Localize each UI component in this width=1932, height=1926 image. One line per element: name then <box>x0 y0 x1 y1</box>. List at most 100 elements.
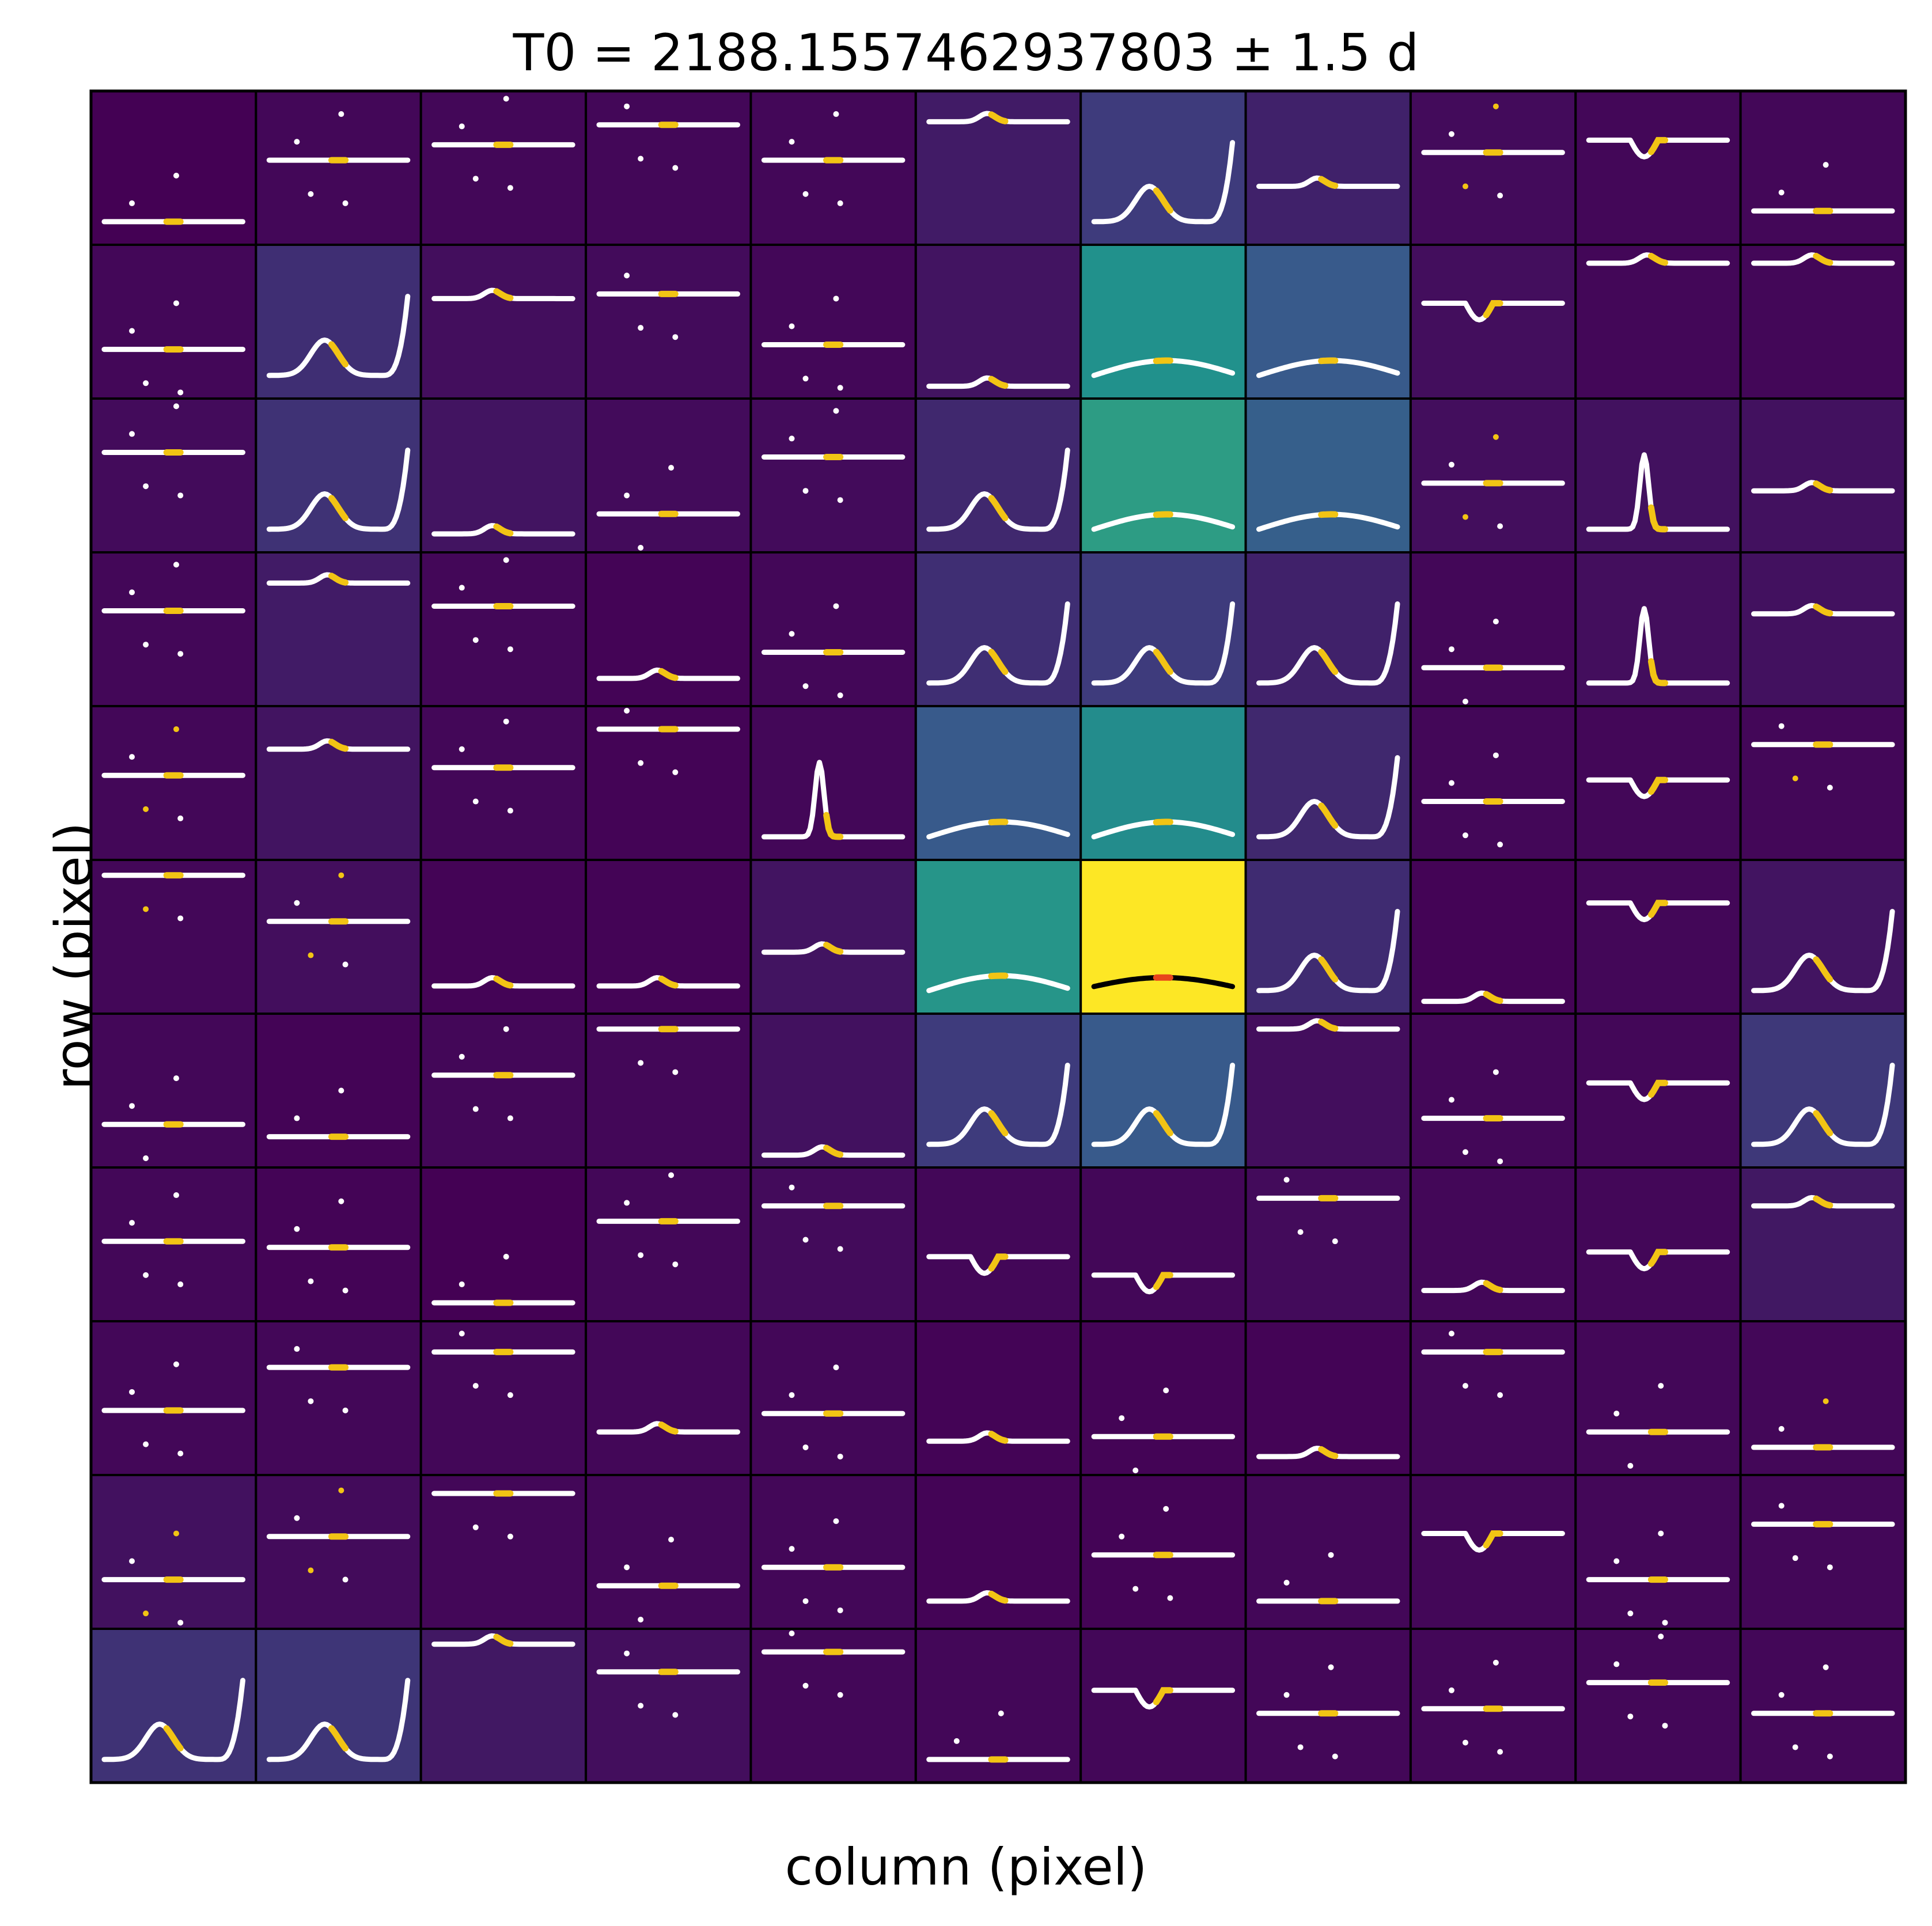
outlier-point <box>294 900 300 906</box>
outlier-point <box>177 816 183 821</box>
pixel-cell-background <box>1741 706 1906 860</box>
pixel-cell-r8-c4 <box>751 1321 915 1475</box>
outlier-point <box>1497 193 1503 199</box>
outlier-point <box>624 708 630 714</box>
pixel-cell-background <box>1081 245 1245 399</box>
outlier-point <box>1779 1426 1785 1432</box>
outlier-point <box>638 156 643 161</box>
outlier-point <box>1332 1754 1338 1760</box>
outlier-point <box>624 1651 630 1656</box>
pixel-cell-background <box>1741 552 1906 706</box>
pixel-cell-background <box>1411 552 1575 706</box>
pixel-cell-r0-c10 <box>1741 91 1906 245</box>
outlier-point <box>1627 1713 1633 1719</box>
outlier-point <box>173 173 179 179</box>
outlier-point <box>803 1683 809 1689</box>
pixel-cell-background <box>1741 1629 1906 1783</box>
outlier-point <box>1449 1688 1454 1693</box>
outlier-point <box>338 1488 344 1493</box>
outlier-point <box>1463 1740 1468 1746</box>
pixel-cell-background <box>916 860 1081 1014</box>
outlier-point <box>173 562 179 567</box>
pixel-cell-background <box>1411 399 1575 552</box>
pixel-cell-background <box>586 1475 751 1629</box>
outlier-point <box>177 651 183 657</box>
outlier-point <box>338 1088 344 1094</box>
pixel-cell-r9-c8 <box>1411 1475 1575 1629</box>
pixel-cell-background <box>1741 1321 1906 1475</box>
outlier-point <box>129 200 135 206</box>
outlier-point <box>1449 1330 1454 1336</box>
pixel-cell-r8-c6 <box>1081 1321 1245 1475</box>
pixel-cell-r10-c6 <box>1081 1629 1245 1783</box>
outlier-point <box>1658 1383 1664 1389</box>
pixel-cell-background <box>91 552 256 706</box>
pixel-cell-background <box>91 245 256 399</box>
pixel-cell-r4-c6 <box>1081 706 1245 860</box>
pixel-cell-r2-c10 <box>1741 399 1906 552</box>
outlier-point <box>672 1261 678 1267</box>
outlier-point <box>803 683 809 689</box>
pixel-cell-r10-c5 <box>916 1629 1081 1783</box>
pixel-cell-r8-c1 <box>256 1321 421 1475</box>
outlier-point <box>143 806 149 812</box>
outlier-point <box>1823 1398 1829 1404</box>
outlier-point <box>1793 1555 1798 1561</box>
outlier-point <box>503 719 509 725</box>
pixel-cell-r8-c8 <box>1411 1321 1575 1475</box>
pixel-cell-r7-c8 <box>1411 1167 1575 1321</box>
pixel-cell-r3-c8 <box>1411 552 1575 706</box>
pixel-cell-background <box>751 1167 915 1321</box>
pixel-cell-r7-c10 <box>1741 1167 1906 1321</box>
pixel-cell-background <box>421 1167 586 1321</box>
pixel-cell-r5-c4 <box>751 860 915 1014</box>
outlier-point <box>343 1408 348 1413</box>
outlier-point <box>129 328 135 334</box>
pixel-cell-r2-c2 <box>421 399 586 552</box>
pixel-cell-r9-c1 <box>256 1475 421 1629</box>
outlier-point <box>1658 1633 1664 1639</box>
pixel-cell-background <box>586 1321 751 1475</box>
pixel-cell-background <box>91 1321 256 1475</box>
pixel-cell-r10-c1 <box>256 1629 421 1783</box>
outlier-point <box>173 300 179 306</box>
pixel-cell-r1-c3 <box>586 245 751 399</box>
outlier-point <box>173 1192 179 1198</box>
pixel-cell-r6-c5 <box>916 1014 1081 1167</box>
outlier-point <box>507 646 513 652</box>
outlier-point <box>1298 1229 1304 1235</box>
pixel-cell-r3-c5 <box>916 552 1081 706</box>
outlier-point <box>1449 462 1454 468</box>
outlier-point <box>459 746 465 752</box>
outlier-point <box>129 1103 135 1109</box>
pixel-cell-background <box>1411 1475 1575 1629</box>
outlier-point <box>789 1546 794 1552</box>
pixel-cell-background <box>1246 399 1411 552</box>
outlier-point <box>1823 162 1829 168</box>
pixel-cell-background <box>1575 1321 1740 1475</box>
pixel-cell-r6-c6 <box>1081 1014 1245 1167</box>
pixel-cell-background <box>1741 91 1906 245</box>
outlier-point <box>1449 780 1454 786</box>
outlier-point <box>1827 1754 1833 1760</box>
outlier-point <box>624 1200 630 1205</box>
pixel-cell-background <box>751 399 915 552</box>
outlier-point <box>803 1445 809 1450</box>
outlier-point <box>1493 1069 1499 1075</box>
pixel-cell-background <box>1741 245 1906 399</box>
outlier-point <box>459 1330 465 1336</box>
pixel-cell-background <box>751 552 915 706</box>
outlier-point <box>1449 646 1454 652</box>
outlier-point <box>343 962 348 968</box>
pixel-cell-background <box>1246 245 1411 399</box>
outlier-point <box>308 191 313 197</box>
pixel-cell-r10-c7 <box>1246 1629 1411 1783</box>
pixel-cell-r4-c10 <box>1741 706 1906 860</box>
outlier-point <box>294 1116 300 1121</box>
outlier-point <box>1493 1660 1499 1666</box>
outlier-point <box>638 1060 643 1066</box>
outlier-point <box>1449 131 1454 137</box>
pixel-cell-r0-c6 <box>1081 91 1245 245</box>
outlier-point <box>803 376 809 381</box>
pixel-cell-background <box>1411 1321 1575 1475</box>
